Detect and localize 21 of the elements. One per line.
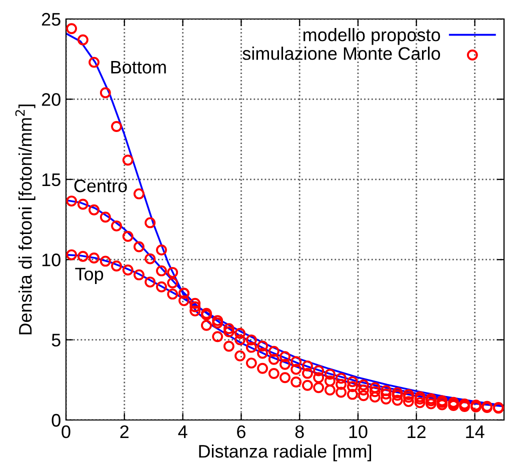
x-tick-label: 10 (349, 425, 368, 438)
y-tick-label: 10 (42, 254, 60, 266)
x-tick-label: 8 (295, 425, 304, 438)
y-tick-label: 25 (42, 12, 60, 26)
x-tick-label: 0 (62, 425, 70, 438)
y-tick-label: 20 (42, 93, 60, 106)
x-axis-title: Distanza radiale [mm] (199, 444, 372, 462)
y-tick-label: 0 (52, 414, 60, 427)
y-tick-label: 15 (42, 174, 60, 186)
x-tick-label: 12 (408, 425, 426, 438)
x-tick-label: 6 (237, 425, 246, 438)
legend-label: simulazione Monte Carlo (242, 46, 440, 60)
y-tick-label: 5 (52, 334, 60, 347)
x-tick-label: 2 (120, 425, 129, 438)
annotation: Bottom (111, 60, 166, 74)
y-axis-title: Densita di fotoni [fotoni/mm$^{2}$] (15, 104, 36, 334)
legend-label: modello proposto (304, 28, 440, 45)
x-tick-label: 4 (178, 426, 188, 438)
annotation: Centro (74, 179, 127, 192)
x-tick-label: 14 (466, 426, 484, 438)
annotation: Top (75, 268, 104, 284)
